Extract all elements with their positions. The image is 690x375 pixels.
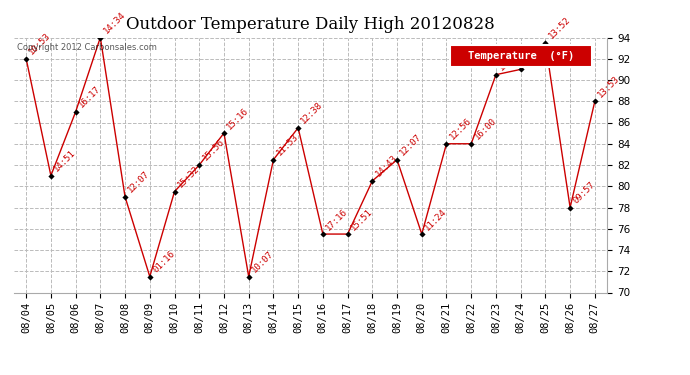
Point — [243, 274, 254, 280]
Point — [367, 178, 378, 184]
Point — [70, 109, 81, 115]
Point — [268, 157, 279, 163]
Point — [391, 157, 402, 163]
Text: 11:53: 11:53 — [275, 132, 300, 158]
Point — [342, 231, 353, 237]
Text: 15:32: 15:32 — [176, 164, 201, 189]
Text: 12:07: 12:07 — [126, 170, 152, 195]
Point — [119, 194, 130, 200]
Text: 13:53: 13:53 — [596, 74, 622, 99]
Text: 01:16: 01:16 — [151, 249, 177, 274]
Point — [540, 40, 551, 46]
Point — [293, 125, 304, 131]
FancyBboxPatch shape — [450, 45, 592, 67]
Text: Copyright 2012 Carbonsales.com: Copyright 2012 Carbonsales.com — [17, 43, 157, 52]
Title: Outdoor Temperature Daily High 20120828: Outdoor Temperature Daily High 20120828 — [126, 16, 495, 33]
Text: 12:38: 12:38 — [299, 100, 325, 126]
Point — [317, 231, 328, 237]
Text: 10:07: 10:07 — [250, 249, 275, 274]
Point — [194, 162, 205, 168]
Point — [491, 72, 502, 78]
Text: 13:18: 13:18 — [522, 42, 547, 67]
Point — [466, 141, 477, 147]
Point — [95, 34, 106, 40]
Point — [441, 141, 452, 147]
Point — [169, 189, 180, 195]
Text: 12:56: 12:56 — [448, 116, 473, 142]
Text: 15:56: 15:56 — [201, 138, 226, 163]
Point — [144, 274, 155, 280]
Text: 16:17: 16:17 — [77, 84, 102, 110]
Text: 15:16: 15:16 — [225, 106, 250, 131]
Text: 11:24: 11:24 — [423, 207, 448, 232]
Text: 10:53: 10:53 — [28, 31, 52, 57]
Text: 17:16: 17:16 — [324, 207, 349, 232]
Text: Temperature  (°F): Temperature (°F) — [468, 51, 574, 61]
Text: 14:43: 14:43 — [373, 153, 399, 179]
Point — [416, 231, 427, 237]
Text: 14:34: 14:34 — [101, 10, 127, 35]
Point — [46, 172, 57, 178]
Text: 15:51: 15:51 — [349, 207, 374, 232]
Point — [21, 56, 32, 62]
Text: 16:00: 16:00 — [473, 116, 497, 142]
Point — [219, 130, 230, 136]
Point — [589, 98, 600, 104]
Point — [564, 204, 575, 210]
Text: 14:51: 14:51 — [52, 148, 77, 174]
Text: 13:54: 13:54 — [497, 47, 522, 73]
Point — [515, 66, 526, 72]
Text: 12:07: 12:07 — [398, 132, 424, 158]
Text: 13:52: 13:52 — [546, 15, 572, 41]
Text: 09:57: 09:57 — [571, 180, 597, 206]
